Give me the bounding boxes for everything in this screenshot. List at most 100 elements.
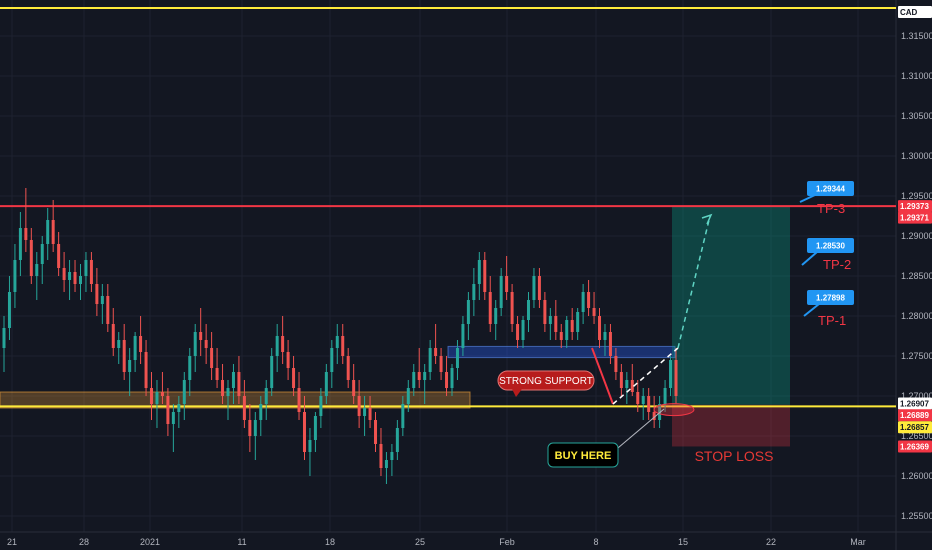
candle-body: [510, 292, 514, 324]
stop-loss-label: STOP LOSS: [695, 448, 774, 464]
candle-body: [100, 296, 104, 304]
target-zone: [672, 206, 790, 405]
candle-body: [417, 372, 421, 380]
candle-body: [259, 404, 263, 420]
candle-body: [84, 260, 88, 276]
candle-body: [357, 396, 361, 416]
candle-body: [455, 348, 459, 368]
y-tick-label: 1.31500: [901, 31, 932, 41]
drop-line: [591, 347, 614, 405]
candle-body: [548, 316, 552, 324]
x-tick-label: Mar: [850, 537, 866, 547]
y-tick-label: 1.26000: [901, 471, 932, 481]
candle-body: [499, 276, 503, 308]
candle-body: [237, 372, 241, 396]
candle-body: [286, 352, 290, 368]
buy-here-pointer: [611, 408, 665, 454]
candle-body: [122, 340, 126, 372]
candle-body: [24, 228, 28, 240]
y-tick-label: 1.28000: [901, 311, 932, 321]
tp-callout-value: 1.28530: [816, 242, 845, 251]
y-tick-label: 1.26500: [901, 431, 932, 441]
candle-body: [106, 296, 110, 324]
price-axis[interactable]: 1.31500 1.31000 1.30500 1.30000 1.29500 1.290…: [901, 31, 932, 521]
candle-body: [341, 336, 345, 356]
candle-body: [521, 320, 525, 340]
time-axis[interactable]: 21 28 2021 11 18 25 Feb 8 15 22 Mar: [7, 537, 866, 547]
tp-callout-box: [807, 181, 854, 196]
x-tick-label: 11: [237, 537, 246, 547]
candle-body: [242, 396, 246, 420]
price-tag-box: [898, 440, 932, 453]
candle-body: [494, 308, 498, 324]
projection-arrowhead: [701, 213, 713, 225]
y-tick-label: 1.28500: [901, 271, 932, 281]
candle-body: [73, 272, 77, 284]
x-tick-label: Feb: [499, 537, 515, 547]
price-tag-label: 1.26857: [900, 423, 929, 432]
candle-body: [554, 316, 558, 332]
candle-body: [363, 408, 367, 416]
candle-body: [581, 292, 585, 312]
candle-body: [35, 264, 39, 276]
candle-body: [226, 388, 230, 396]
candle-body: [18, 228, 22, 260]
candle-body: [133, 336, 137, 360]
candle-body: [275, 336, 279, 356]
candle-body: [537, 276, 541, 300]
candle-body: [636, 392, 640, 404]
candle-body: [526, 300, 530, 320]
tp-callout-tail: [799, 194, 816, 203]
candle-body: [199, 332, 203, 340]
x-tick-label: 8: [593, 537, 598, 547]
candle-body: [253, 420, 257, 436]
tp-callout-value: 1.29344: [816, 185, 845, 194]
candle-body: [532, 276, 536, 300]
candle-body: [625, 380, 629, 388]
buy-here-label: BUY HERE: [555, 450, 612, 462]
candle-body: [472, 284, 476, 300]
strong-support-label: STRONG SUPPORT: [499, 376, 593, 387]
candle-body: [160, 392, 164, 396]
candle-body: [89, 260, 93, 284]
strong-support-bubble: [497, 370, 595, 391]
price-tag-box: [898, 6, 932, 18]
x-tick-label: 15: [678, 537, 688, 547]
y-tick-label: 1.29000: [901, 231, 932, 241]
candle-body: [630, 380, 634, 392]
candle-body: [428, 348, 432, 372]
candle-body: [297, 388, 301, 412]
tp-callout-box: [807, 290, 854, 305]
strong-support-pointer: [512, 389, 522, 397]
candle-body: [483, 260, 487, 292]
tp-callout-tail: [801, 251, 818, 266]
candle-body: [401, 404, 405, 428]
tp-label: TP-2: [823, 257, 851, 272]
candle-body: [2, 328, 6, 348]
candle-body: [150, 388, 154, 404]
candle-body: [292, 368, 296, 388]
candle-body: [264, 388, 268, 404]
price-tag-label: 1.29373: [900, 202, 929, 211]
candle-body: [155, 392, 159, 404]
candle-body: [439, 356, 443, 372]
candle-body: [308, 440, 312, 452]
horizontal-lines: [0, 7, 896, 408]
candle-body: [412, 372, 416, 388]
x-tick-label: 28: [79, 537, 89, 547]
candle-body: [335, 336, 339, 348]
candles: [2, 188, 678, 484]
candle-body: [231, 372, 235, 388]
candle-body: [576, 312, 580, 332]
price-tag-label: 1.29371: [900, 214, 929, 223]
candle-body: [352, 380, 356, 396]
candle-body: [210, 348, 214, 368]
y-tick-label: 1.31000: [901, 71, 932, 81]
y-tick-label: 1.27000: [901, 391, 932, 401]
candle-body: [669, 360, 673, 388]
price-tag-box: [898, 397, 932, 410]
candle-body: [111, 324, 115, 348]
candle-body: [57, 244, 61, 268]
candle-body: [51, 220, 55, 244]
